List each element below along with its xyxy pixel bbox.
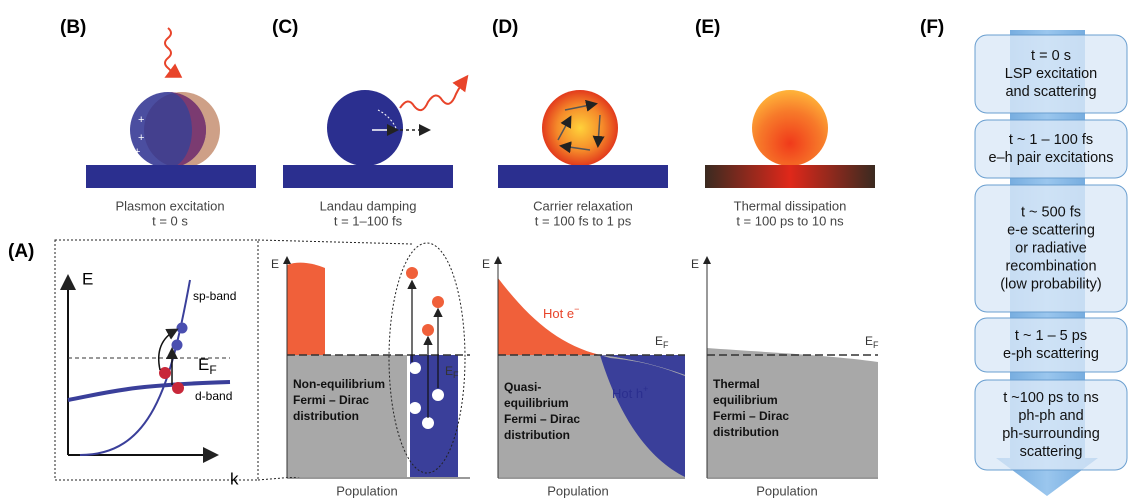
- distribution-text: distribution: [293, 409, 359, 423]
- timeline-text: ph-surrounding: [1002, 426, 1100, 442]
- landau-illustration: [283, 78, 466, 188]
- panel-label: (F): [920, 17, 944, 38]
- band-label: sp-band: [193, 289, 236, 303]
- stage-time: t = 1–100 fs: [334, 213, 403, 228]
- timeline-text: or radiative: [1015, 240, 1087, 256]
- fermi-main: E: [655, 334, 663, 348]
- axis-label: E: [271, 257, 279, 271]
- fermi-sub: F: [453, 370, 459, 380]
- carrier-main: Hot h: [612, 386, 643, 401]
- timeline-text: e-e scattering: [1007, 222, 1095, 238]
- fermi-sub: F: [873, 340, 879, 350]
- figure: (B) (C) (D) (E) (F) (A) + + + Plasmon exci…: [0, 0, 1131, 499]
- stage-time: t = 100 ps to 10 ns: [736, 213, 844, 228]
- svg-text:+: +: [138, 114, 144, 126]
- distribution-graph: [287, 243, 470, 478]
- timeline-text: LSP excitation: [1005, 66, 1097, 82]
- distribution-text: distribution: [504, 428, 570, 442]
- distribution-text: Thermal: [713, 377, 760, 391]
- distribution-text: Quasi-: [504, 380, 541, 394]
- carrier-label: Hot h+: [612, 384, 648, 401]
- distribution-text: equilibrium: [713, 393, 778, 407]
- axis-label: E: [691, 257, 699, 271]
- timeline-text: t = 0 s: [1031, 48, 1071, 64]
- distribution-text: Fermi – Dirac: [293, 393, 369, 407]
- stage-time: t = 0 s: [152, 213, 188, 228]
- stage-caption: Landau damping: [320, 198, 417, 213]
- fermi-label: EF: [865, 334, 879, 350]
- fermi-sub: F: [663, 340, 669, 350]
- fermi-label: EF: [655, 334, 669, 350]
- axis-label: Population: [756, 483, 817, 498]
- stage-caption: Thermal dissipation: [734, 198, 847, 213]
- panel-label: (A): [8, 241, 34, 262]
- fermi-main: E: [198, 355, 209, 374]
- distribution-text: Non-equilibrium: [293, 377, 385, 391]
- timeline-text: t ~ 1 – 5 ps: [1015, 328, 1087, 344]
- plasmon-illustration: + + +: [86, 28, 256, 188]
- timeline-text: ph-ph and: [1018, 408, 1083, 424]
- timeline-text: and scattering: [1005, 84, 1096, 100]
- timeline-text: t ~ 500 fs: [1021, 204, 1081, 220]
- fermi-sub: F: [209, 363, 216, 377]
- timeline-boxes: t = 0 s LSP excitation and scattering t ~ 1…: [975, 35, 1127, 470]
- band-label: d-band: [195, 389, 232, 403]
- panel-label: (B): [60, 17, 86, 38]
- carrier-sup: −: [574, 304, 579, 314]
- axis-label: Population: [336, 483, 397, 498]
- panel-label: (E): [695, 17, 720, 38]
- distribution-text: distribution: [713, 425, 779, 439]
- timeline-text: e–h pair excitations: [989, 150, 1114, 166]
- distribution-text: equilibrium: [504, 396, 569, 410]
- thermal-illustration: [705, 90, 875, 188]
- fermi-label: EF: [198, 355, 217, 377]
- timeline-text: recombination: [1005, 258, 1096, 274]
- distribution-text: Fermi – Dirac: [504, 412, 580, 426]
- svg-text:+: +: [134, 146, 140, 158]
- stage-time: t = 100 fs to 1 ps: [535, 213, 632, 228]
- axis-label: E: [82, 269, 93, 288]
- axis-label: Population: [547, 483, 608, 498]
- distribution-graph: [498, 258, 685, 478]
- fermi-main: E: [865, 334, 873, 348]
- panel-label: (C): [272, 17, 298, 38]
- distribution-text: Fermi – Dirac: [713, 409, 789, 423]
- axis-label: E: [482, 257, 490, 271]
- axis-label: k: [230, 469, 239, 488]
- carrier-sup: +: [643, 384, 648, 394]
- panel-label: (D): [492, 17, 518, 38]
- carrier-main: Hot e: [543, 306, 574, 321]
- stage-caption: Carrier relaxation: [533, 198, 633, 213]
- timeline-text: (low probability): [1000, 276, 1102, 292]
- fermi-main: E: [445, 364, 453, 378]
- relaxation-illustration: [498, 90, 668, 188]
- timeline-text: scattering: [1020, 444, 1083, 460]
- timeline-text: t ~100 ps to ns: [1003, 390, 1099, 406]
- stage-caption: Plasmon excitation: [115, 198, 224, 213]
- svg-text:+: +: [138, 132, 144, 144]
- timeline-text: e-ph scattering: [1003, 346, 1099, 362]
- distribution-graph: [707, 258, 878, 478]
- timeline-text: t ~ 1 – 100 fs: [1009, 132, 1093, 148]
- carrier-label: Hot e−: [543, 304, 579, 321]
